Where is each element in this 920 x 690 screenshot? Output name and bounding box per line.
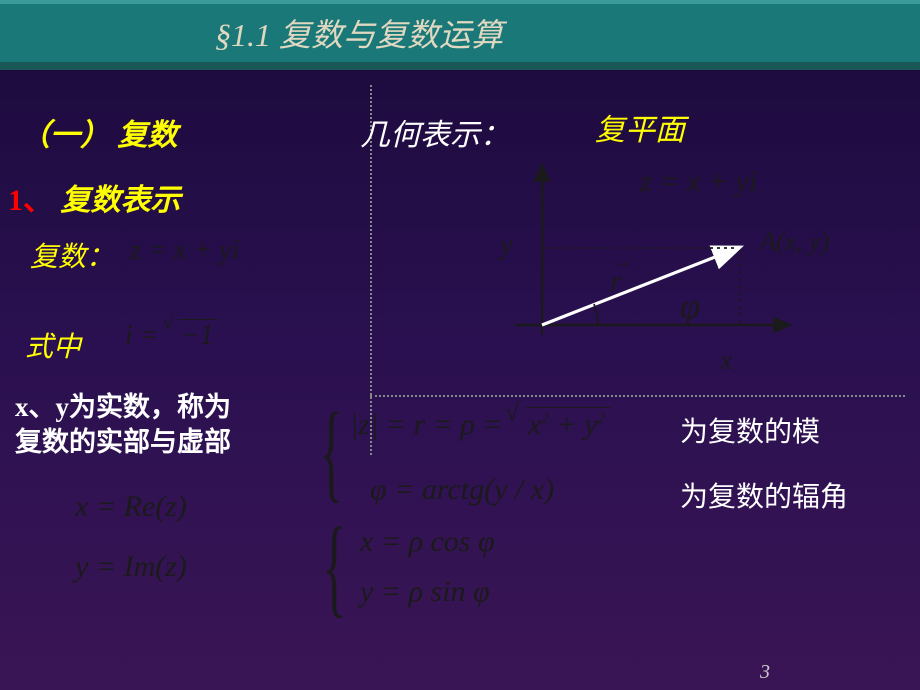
complex-label: 复数：	[30, 235, 114, 275]
desc-line2: 复数的实部与虚部	[15, 425, 231, 460]
eq-cos: x = ρ cos φ	[360, 525, 495, 559]
where-label: 式中	[25, 325, 81, 365]
page-number: 3	[760, 661, 770, 684]
desc-realimag: x、y为实数，称为 复数的实部与虚部	[15, 390, 231, 460]
section-heading: （一） 复数	[20, 110, 178, 154]
angle-phi-label: φ	[680, 285, 700, 327]
point-a-label: A(x, y)	[760, 227, 829, 257]
plane-label: 复平面	[595, 105, 685, 149]
brace-1: {	[320, 405, 344, 499]
eq-sin: y = ρ sin φ	[360, 575, 490, 609]
sub1-number: 1、	[8, 184, 53, 217]
slide-header: §1.1 复数与复数运算	[0, 0, 920, 70]
axis-x-label: x	[720, 345, 732, 377]
horizontal-divider	[370, 395, 905, 397]
eq-modulus: |z| = r = ρ = √x2 + y2	[350, 408, 610, 442]
eq-i: i = √−1	[125, 320, 217, 352]
geom-label: 几何表示：	[360, 110, 510, 154]
header-title: §1.1 复数与复数运算	[215, 10, 503, 56]
complex-plane-diagram	[470, 150, 810, 380]
sub1-text: 复数表示	[61, 184, 181, 217]
eq-arg: φ = arctg(y / x)	[370, 473, 554, 507]
arg-label: 为复数的辐角	[680, 475, 848, 515]
vector-r-label: →r	[610, 265, 622, 299]
desc-line1: x、y为实数，称为	[15, 390, 231, 425]
brace-2: {	[323, 520, 347, 614]
slide-content: （一） 复数 1、 复数表示 复数： z = x + yi 式中 i = √−1…	[0, 70, 920, 690]
subsection-1: 1、 复数表示	[8, 175, 181, 219]
eq-im: y = Im(z)	[75, 550, 187, 584]
eq-re: x = Re(z)	[75, 490, 187, 524]
axis-y-label: y	[500, 230, 512, 262]
eq-complex: z = x + yi	[130, 235, 239, 267]
modulus-label: 为复数的模	[680, 410, 820, 450]
